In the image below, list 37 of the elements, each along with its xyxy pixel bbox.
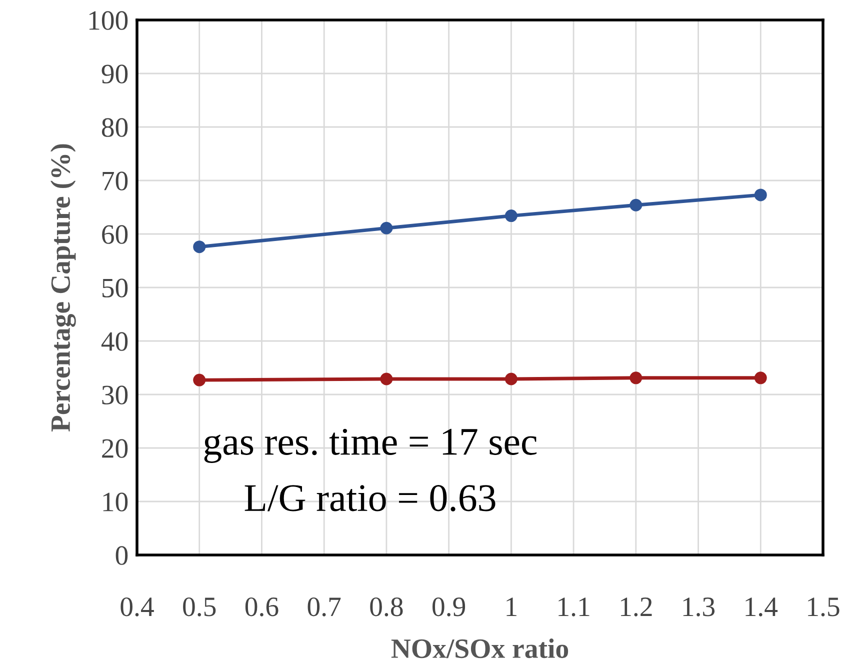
- point: [630, 372, 642, 384]
- y-tick-label: 20: [102, 439, 128, 458]
- y-tick-label: 50: [102, 278, 128, 298]
- point: [193, 374, 206, 386]
- point: [504, 372, 518, 386]
- y-tick-label: 30: [102, 386, 128, 404]
- y-axis-title: Percentage Capture (%): [50, 144, 76, 432]
- annotation: gas res. time = 17 sec: [204, 428, 537, 463]
- x-tick-label: 1: [506, 598, 516, 616]
- point: [193, 240, 206, 254]
- x-tick-label: 0.5: [183, 597, 216, 616]
- y-tick-label: 80: [102, 118, 128, 137]
- point: [754, 188, 767, 202]
- x-tick-label: 1.1: [558, 598, 590, 616]
- y-tick-label: 70: [102, 172, 128, 190]
- point: [380, 372, 393, 386]
- x-tick-label: 0.7: [308, 597, 341, 616]
- x-tick-label: 0.4: [120, 597, 154, 616]
- x-tick-label: 1.2: [620, 598, 652, 616]
- y-tick-label: 40: [101, 332, 128, 351]
- y-tick-label: 0: [116, 546, 128, 565]
- x-tick-label: 1.4: [746, 598, 778, 616]
- y-tick-label: 60: [102, 225, 128, 244]
- x-tick-label: 1.3: [683, 598, 715, 616]
- point: [754, 372, 767, 384]
- y-tick-label: 90: [102, 64, 128, 84]
- x-tick-label: 1.5: [808, 598, 840, 616]
- x-axis-title: NOx/SOx ratio: [391, 638, 568, 658]
- x-tick-label: 0.6: [245, 597, 278, 616]
- annotation: L/G ratio = 0.63: [244, 484, 496, 512]
- x-tick-label: 0.8: [370, 597, 403, 616]
- y-tick-label: 10: [103, 492, 128, 512]
- y-tick-label: 100: [89, 11, 128, 30]
- point: [380, 222, 393, 234]
- point: [504, 210, 518, 222]
- x-tick-label: 0.9: [432, 597, 466, 616]
- point: [630, 198, 642, 212]
